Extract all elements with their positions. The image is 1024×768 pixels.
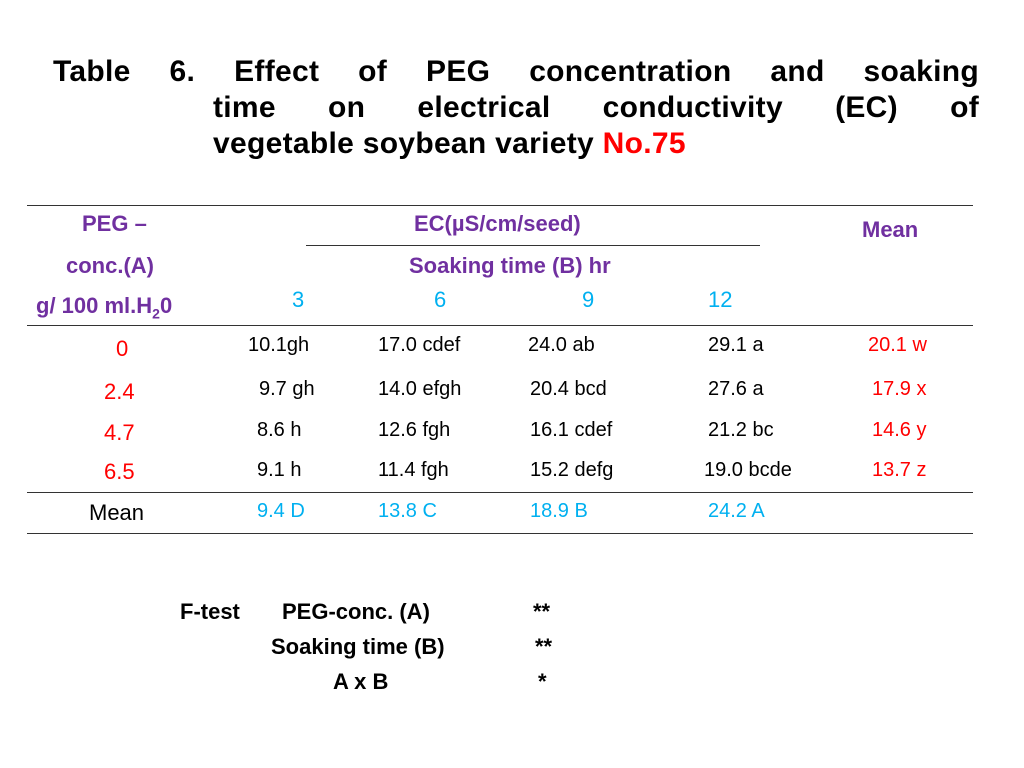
row-peg-2-4: 2.4 [104, 379, 135, 404]
ftest-factor-axb: A x B [333, 669, 389, 694]
cell-1-3h: 9.7 gh [259, 378, 315, 400]
soaking-time-header: Soaking time (B) hr [409, 253, 611, 278]
peg-header-line-1: PEG – [82, 211, 147, 236]
row-mean-2: 14.6 y [872, 419, 927, 441]
cell-3-12h: 19.0 bcde [704, 459, 792, 481]
cell-3-6h: 11.4 fgh [378, 459, 449, 481]
row-peg-0: 0 [116, 336, 129, 361]
peg-header-line-2: conc.(A) [66, 253, 154, 278]
mean-row-label: Mean [89, 500, 145, 525]
cell-2-9h: 16.1 cdef [530, 419, 613, 441]
title-line-1: Table 6. Effect of PEG concentration and… [53, 55, 979, 88]
title-line-3: vegetable soybean variety No.75 [213, 126, 686, 162]
ftest-sig-b: ** [535, 634, 553, 659]
cell-0-12h: 29.1 a [708, 334, 764, 356]
cell-3-3h: 9.1 h [257, 459, 302, 481]
peg-header-line-3: g/ 100 ml.H20 [36, 293, 173, 322]
ftest-factor-a: PEG-conc. (A) [282, 599, 430, 624]
cell-0-9h: 24.0 ab [528, 334, 595, 356]
row-peg-4-7: 4.7 [104, 420, 135, 445]
cell-1-9h: 20.4 bcd [530, 378, 607, 400]
cell-3-9h: 15.2 defg [530, 459, 614, 481]
table-bottom-rule [27, 533, 973, 534]
row-mean-3: 13.7 z [872, 459, 927, 481]
title-line-2: time on electrical conductivity (EC) of [213, 91, 979, 124]
cell-2-6h: 12.6 fgh [378, 419, 451, 441]
cell-2-12h: 21.2 bc [708, 419, 774, 441]
mean-12h: 24.2 A [708, 500, 765, 522]
cell-0-6h: 17.0 cdef [378, 334, 461, 356]
table-top-rule [27, 205, 973, 206]
cell-0-3h: 10.1gh [248, 334, 310, 356]
ftest-sig-a: ** [533, 599, 551, 624]
ftest-label: F-test [180, 599, 240, 624]
cell-2-3h: 8.6 h [257, 419, 302, 441]
ftest-factor-b: Soaking time (B) [271, 634, 445, 659]
soaking-time-6: 6 [434, 287, 447, 312]
ftest-sig-axb: * [538, 669, 547, 694]
title-variety-text: vegetable soybean variety [213, 127, 595, 160]
row-peg-6-5: 6.5 [104, 459, 135, 484]
ec-underline-rule [306, 245, 760, 246]
soaking-time-9: 9 [582, 287, 595, 312]
mean-9h: 18.9 B [530, 500, 588, 522]
row-mean-0: 20.1 w [868, 334, 927, 356]
title-variety-number: No.75 [602, 127, 686, 160]
body-bottom-rule [27, 492, 973, 493]
mean-3h: 9.4 D [257, 500, 305, 522]
soaking-time-12: 12 [708, 287, 733, 312]
mean-column-header: Mean [862, 217, 919, 242]
row-mean-1: 17.9 x [872, 378, 927, 400]
cell-1-6h: 14.0 efgh [378, 378, 462, 400]
mean-6h: 13.8 C [378, 500, 437, 522]
soaking-time-3: 3 [292, 287, 305, 312]
cell-1-12h: 27.6 a [708, 378, 764, 400]
ec-header: EC(µS/cm/seed) [414, 211, 581, 236]
header-bottom-rule [27, 325, 973, 326]
ftest-box [136, 588, 596, 700]
